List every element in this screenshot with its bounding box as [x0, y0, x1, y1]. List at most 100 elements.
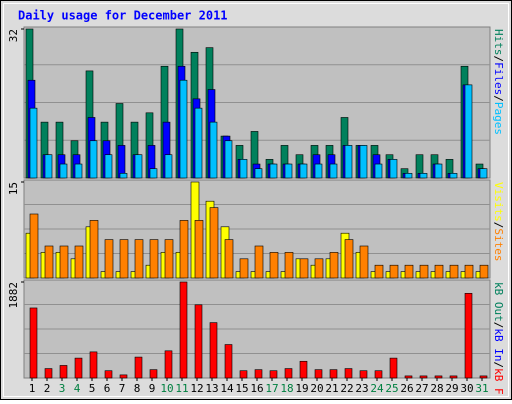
bar — [44, 154, 53, 179]
legend: Hits/Files/Pages — [492, 29, 505, 135]
bar — [149, 168, 158, 179]
bar — [89, 140, 98, 179]
x-tick-label: 14 — [220, 382, 234, 395]
bar — [359, 245, 369, 279]
legend-entry: Sites — [492, 228, 505, 261]
bar — [134, 239, 144, 279]
x-tick-label: 15 — [235, 382, 248, 395]
bar — [374, 163, 383, 179]
bar — [314, 163, 323, 179]
x-tick-label: 1 — [29, 382, 36, 395]
x-tick-label: 3 — [59, 382, 66, 395]
bar — [74, 357, 83, 379]
bar — [134, 154, 143, 179]
bar — [119, 374, 128, 379]
x-tick-label: 23 — [355, 382, 368, 395]
legend-entry: Hits — [492, 29, 505, 56]
x-tick-label: 28 — [430, 382, 443, 395]
x-tick-label: 25 — [385, 382, 398, 395]
bar — [464, 293, 473, 379]
bar — [404, 173, 413, 179]
bar — [269, 252, 279, 279]
bar — [359, 370, 368, 379]
bar — [404, 264, 414, 279]
legend-entry: kB F — [492, 368, 505, 395]
x-tick-label: 21 — [325, 382, 338, 395]
bar — [104, 154, 113, 179]
x-tick-label: 18 — [280, 382, 293, 395]
bar — [254, 168, 263, 179]
bar — [419, 264, 429, 279]
bar — [164, 154, 173, 179]
x-tick-label: 4 — [74, 382, 81, 395]
bar — [464, 264, 474, 279]
bar — [344, 145, 353, 179]
bar — [44, 245, 54, 279]
bar — [359, 145, 368, 179]
bar — [404, 375, 413, 379]
x-tick-label: 5 — [89, 382, 96, 395]
bar — [419, 173, 428, 179]
bar — [29, 307, 38, 379]
legend: Visits/Sites — [492, 182, 505, 262]
legend-separator: / — [492, 56, 505, 63]
bar — [179, 79, 188, 179]
bar — [329, 252, 339, 279]
bar — [374, 370, 383, 379]
bar — [119, 239, 129, 279]
bar — [194, 304, 203, 379]
x-tick-label: 9 — [149, 382, 156, 395]
bar — [434, 375, 443, 379]
bar — [479, 264, 489, 279]
bar — [224, 140, 233, 179]
bar — [284, 252, 294, 279]
x-tick-label: 13 — [205, 382, 218, 395]
bar — [479, 375, 488, 379]
bar — [239, 370, 248, 379]
bar — [479, 168, 488, 179]
x-tick-label: 6 — [104, 382, 111, 395]
y-tick-label: 15 — [7, 182, 20, 195]
bar — [134, 356, 143, 379]
bar — [179, 220, 189, 279]
legend: kB Out/kB In/kB F — [492, 282, 505, 395]
bar — [194, 107, 203, 179]
bar — [449, 173, 458, 179]
legend-entry: kB Out — [492, 282, 505, 322]
bar — [44, 368, 53, 379]
bar — [164, 350, 173, 379]
chart-title: Daily usage for December 2011 — [18, 9, 228, 23]
bevel — [3, 3, 509, 397]
bar — [344, 239, 354, 279]
bar — [329, 163, 338, 179]
x-tick-label: 27 — [415, 382, 428, 395]
bar — [314, 258, 324, 279]
bar — [299, 258, 309, 279]
bar — [449, 264, 459, 279]
legend-separator: / — [492, 95, 505, 102]
bar — [464, 84, 473, 179]
x-tick-label: 17 — [265, 382, 278, 395]
x-tick-label: 2 — [44, 382, 51, 395]
bar — [239, 159, 248, 179]
bar — [374, 264, 384, 279]
x-tick-label: 24 — [370, 382, 384, 395]
bar — [59, 365, 68, 379]
bar — [299, 163, 308, 179]
bar — [59, 163, 68, 179]
bar — [389, 264, 399, 279]
bar — [149, 239, 159, 279]
x-tick-label: 19 — [295, 382, 308, 395]
bar — [284, 368, 293, 379]
x-tick-label: 16 — [250, 382, 263, 395]
bar — [284, 163, 293, 179]
x-tick-label: 30 — [460, 382, 473, 395]
bar — [194, 220, 204, 279]
bar — [59, 245, 69, 279]
y-tick-label: 32 — [7, 29, 20, 42]
legend-separator: / — [492, 362, 505, 369]
bar — [209, 322, 218, 379]
bar — [269, 163, 278, 179]
